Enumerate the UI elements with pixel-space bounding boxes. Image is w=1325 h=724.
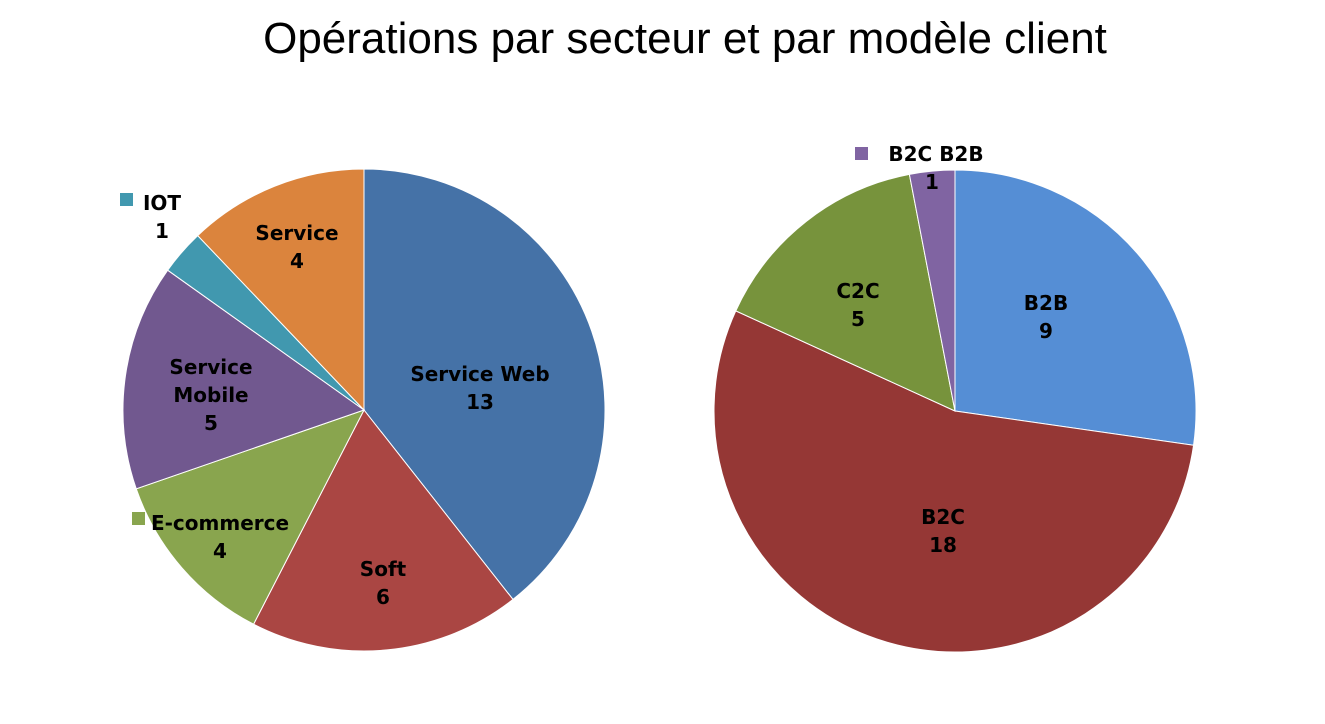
pie-slice <box>196 168 365 412</box>
pie-slice <box>135 409 366 625</box>
slice-label-line: Soft <box>360 557 407 581</box>
legend-marker <box>120 193 133 206</box>
slice-label: E-commerce 4 <box>151 511 289 563</box>
slice-label: Service Mobile 5 <box>169 355 252 435</box>
slice-label-line: B2C B2B <box>888 142 983 166</box>
slice-label: B2C B2B 1 <box>888 142 983 194</box>
slice-label: B2B 9 <box>1024 291 1068 343</box>
pie-slice <box>122 269 366 490</box>
slice-label: Soft 6 <box>360 557 407 609</box>
slice-label-line: B2C <box>921 505 965 529</box>
pie-slice <box>363 168 606 601</box>
slice-label-line: 18 <box>929 533 957 557</box>
slice-label: B2C 18 <box>921 505 965 557</box>
slice-label-line: 13 <box>466 390 494 414</box>
slice-label-line: 1 <box>925 170 939 194</box>
slice-label: C2C 5 <box>836 279 879 331</box>
slice-label-line: Service <box>169 355 252 379</box>
legend-marker <box>855 147 868 160</box>
slice-label-line: Mobile <box>173 383 248 407</box>
slice-label: IOT 1 <box>143 191 181 243</box>
slice-label-line: 6 <box>376 585 390 609</box>
slice-label-line: IOT <box>143 191 181 215</box>
pie-slice <box>908 169 956 412</box>
pie-slice <box>954 169 1197 446</box>
slice-label: Service Web 13 <box>410 362 549 414</box>
slice-label-line: B2B <box>1024 291 1068 315</box>
slice-label-line: Service <box>255 221 338 245</box>
slice-label-line: 1 <box>155 219 169 243</box>
slice-label-line: C2C <box>836 279 879 303</box>
pie-slice <box>252 409 514 652</box>
slice-label-line: Service Web <box>410 362 549 386</box>
slice-label-line: 5 <box>204 411 218 435</box>
slice-label-line: 9 <box>1039 319 1053 343</box>
slice-label: Service 4 <box>255 221 338 273</box>
slice-label-line: E-commerce <box>151 511 289 535</box>
chart-title: Opérations par secteur et par modèle cli… <box>263 14 1107 63</box>
pie-slice <box>735 173 956 412</box>
legend-marker <box>132 512 145 525</box>
slice-label-line: 4 <box>213 539 227 563</box>
slice-label-line: 4 <box>290 249 304 273</box>
pie-chart-1: Service Web 13 Soft 6 E-commerce 4 Service Mobi… <box>120 168 606 652</box>
pie-slice <box>713 310 1195 653</box>
slice-label-line: 5 <box>851 307 865 331</box>
